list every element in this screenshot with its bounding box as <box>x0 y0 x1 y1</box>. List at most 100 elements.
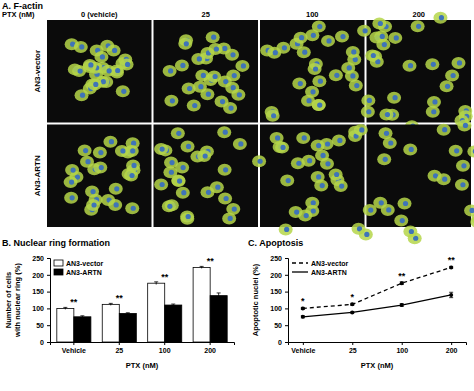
cell <box>181 140 195 152</box>
nucleus <box>294 209 299 214</box>
nucleus <box>363 28 368 33</box>
micrograph <box>367 125 472 228</box>
error-bar <box>109 303 113 305</box>
legend-item: AN3-ARTN <box>292 269 347 276</box>
cell <box>388 32 402 44</box>
cell <box>341 62 355 74</box>
cell <box>222 212 236 224</box>
x-tick: 100 <box>396 342 408 354</box>
nucleus <box>325 141 330 146</box>
y-tick-label: 150 <box>32 288 44 295</box>
x-tick-mark <box>119 342 120 345</box>
cell <box>191 53 205 65</box>
nucleus <box>385 112 390 117</box>
nucleus <box>339 183 344 188</box>
bar <box>210 296 227 342</box>
cell <box>217 126 231 138</box>
nucleus <box>454 148 459 153</box>
cell <box>231 89 245 101</box>
nucleus <box>384 131 389 136</box>
nucleus <box>99 165 104 170</box>
x-tick-mark <box>73 342 74 345</box>
legend-swatch <box>54 269 63 275</box>
cell <box>64 192 78 204</box>
legend-label: AN3-ARTN <box>311 269 347 276</box>
legend-label: AN3-vector <box>311 260 349 267</box>
nucleus <box>416 24 421 29</box>
y-tick-mark <box>285 325 288 326</box>
nucleus <box>80 93 85 98</box>
nucleus <box>223 130 228 135</box>
cell <box>101 65 115 77</box>
x-axis: Vehicle25100200 <box>51 342 235 354</box>
cell <box>361 106 375 118</box>
cell <box>93 162 107 174</box>
nucleus <box>368 207 373 212</box>
nucleus <box>169 170 174 175</box>
cell <box>233 138 247 150</box>
nucleus <box>125 62 130 67</box>
nucleus <box>284 227 289 232</box>
y-tick: 50 <box>274 322 288 329</box>
nucleus <box>257 159 262 164</box>
nucleus <box>302 135 307 140</box>
y-tick: 0 <box>278 339 288 346</box>
x-tick-mark <box>402 342 403 345</box>
nucleus <box>326 38 331 43</box>
bar <box>57 308 74 342</box>
x-tick: 200 <box>204 342 216 354</box>
x-tick: 100 <box>159 342 171 354</box>
cell <box>329 69 343 81</box>
cell <box>215 96 229 108</box>
significance: ** <box>448 255 456 265</box>
y-axis: 050100150200250 <box>270 255 288 346</box>
legend-item: AN3-ARTN <box>54 269 102 276</box>
nucleus <box>79 44 84 49</box>
nucleus <box>70 195 75 200</box>
nucleus <box>380 34 385 39</box>
chart-title: B. Nuclear ring formation <box>2 238 110 248</box>
legend-item: AN3-vector <box>54 260 104 267</box>
cell <box>83 59 97 71</box>
nucleus <box>271 113 276 118</box>
cell <box>305 86 319 98</box>
cell <box>349 80 363 92</box>
error-bar <box>80 316 84 318</box>
y-tick: 100 <box>32 305 50 312</box>
nucleus <box>469 208 474 213</box>
column-label: 200 <box>412 10 425 19</box>
x-tick-mark <box>210 342 211 345</box>
bar <box>102 304 119 342</box>
micrograph-cells <box>154 126 247 225</box>
y-tick-label: 100 <box>270 305 282 312</box>
y-axis-line <box>285 259 289 343</box>
nucleus <box>442 177 447 182</box>
nucleus <box>359 127 364 132</box>
cell <box>154 143 168 155</box>
nucleus <box>93 82 98 87</box>
cell <box>346 46 360 58</box>
micrograph-cells <box>163 31 250 114</box>
nucleus <box>403 201 408 206</box>
micrograph-cells <box>252 126 365 236</box>
cell <box>164 95 178 107</box>
cell <box>332 134 346 146</box>
nucleus <box>367 98 372 103</box>
nucleus <box>354 83 359 88</box>
column-label: 100 <box>306 10 319 19</box>
nucleus <box>280 145 285 150</box>
cell <box>381 204 395 216</box>
nucleus <box>131 163 136 168</box>
nucleus <box>318 79 323 84</box>
nucleus <box>431 109 436 114</box>
cell <box>88 78 102 90</box>
nucleus <box>311 200 316 205</box>
cell <box>176 187 190 199</box>
x-tick-mark <box>352 342 353 345</box>
y-tick: 250 <box>32 255 50 262</box>
cell <box>226 70 240 82</box>
nucleus <box>203 153 208 158</box>
cell <box>108 199 122 211</box>
cell <box>437 124 451 136</box>
y-axis: 050100150200250 <box>32 255 50 346</box>
